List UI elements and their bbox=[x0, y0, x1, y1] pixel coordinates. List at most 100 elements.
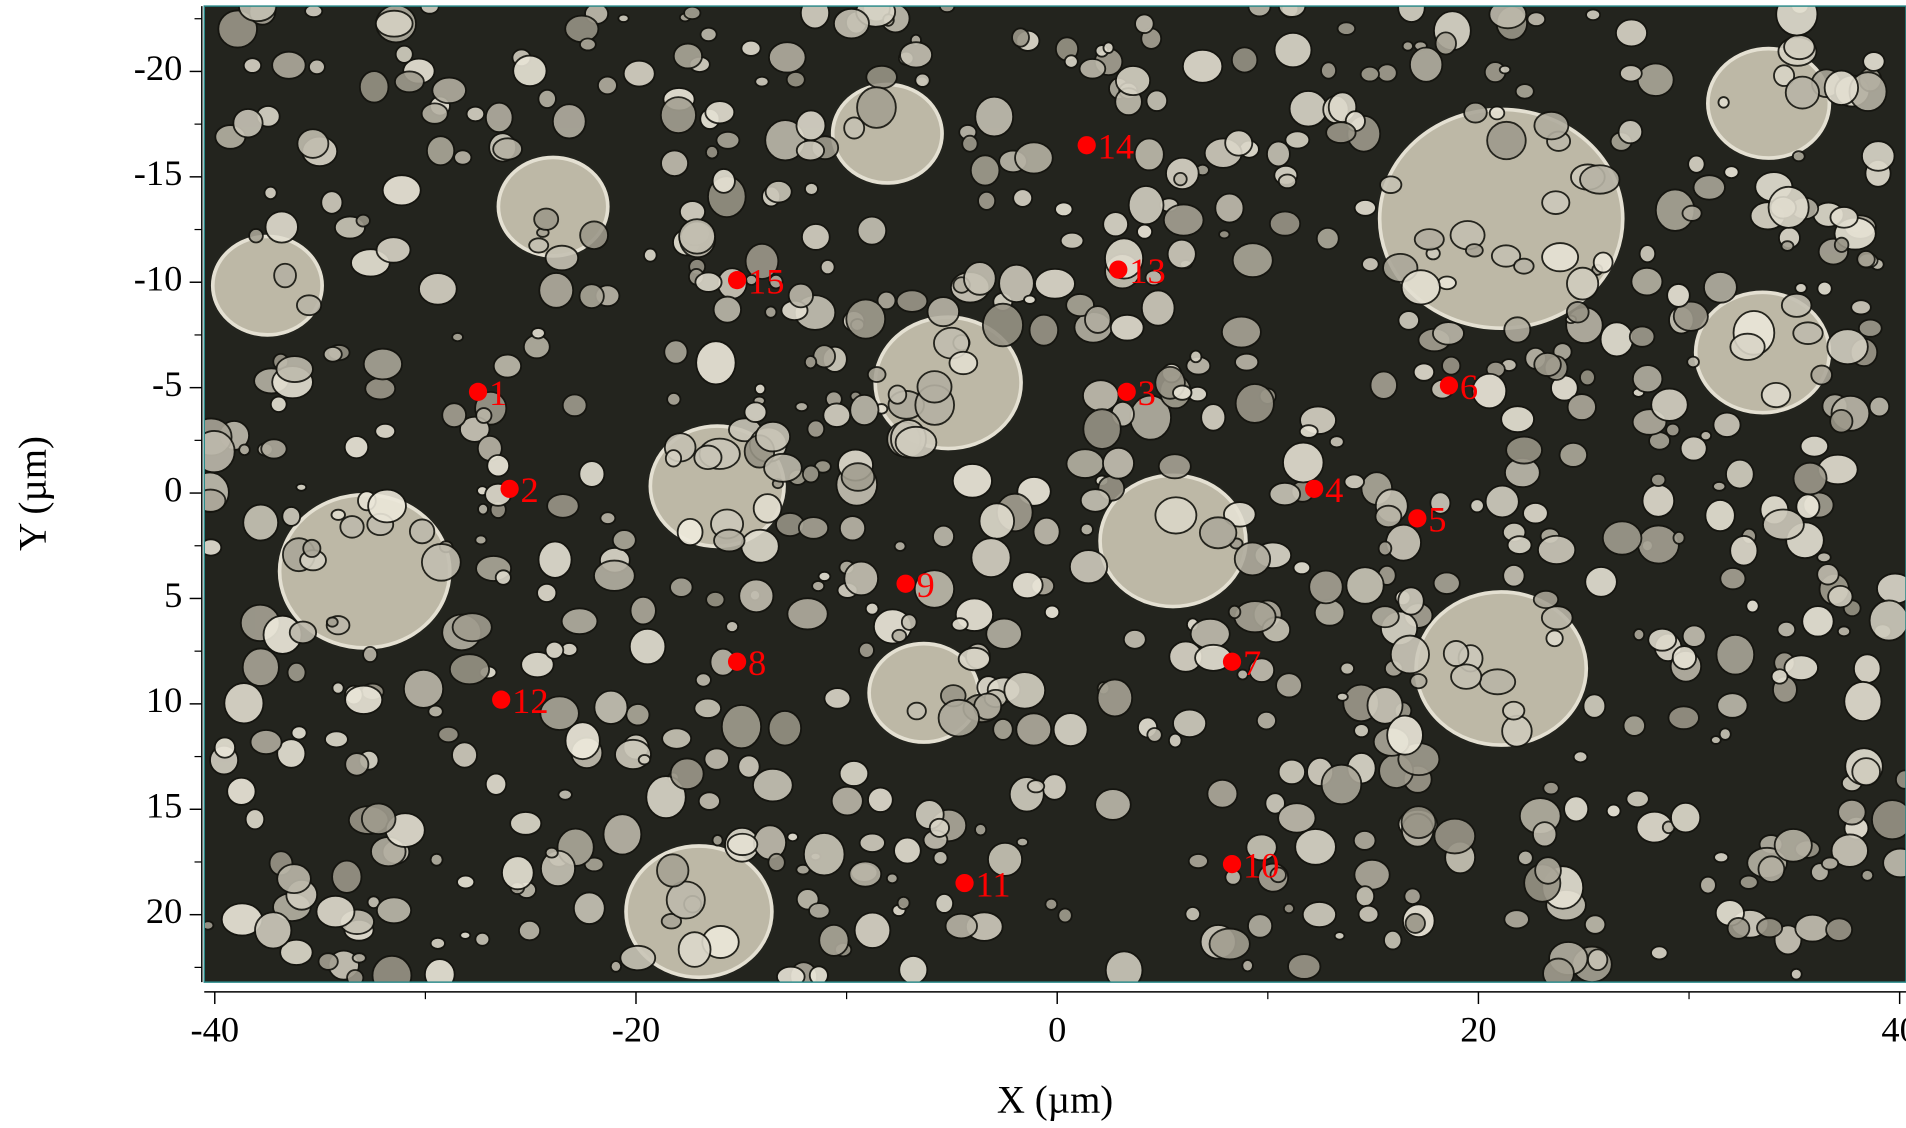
particle bbox=[339, 515, 365, 539]
particle bbox=[1102, 211, 1129, 238]
particle bbox=[302, 538, 322, 558]
particle bbox=[867, 786, 894, 813]
particle bbox=[232, 108, 264, 139]
particle bbox=[1068, 549, 1109, 585]
particle bbox=[597, 75, 618, 96]
particle bbox=[1136, 223, 1154, 240]
particle bbox=[420, 102, 449, 125]
particle bbox=[1776, 620, 1797, 639]
particle bbox=[932, 850, 949, 866]
particle bbox=[599, 511, 617, 525]
point-label: 15 bbox=[748, 261, 784, 301]
particle bbox=[1247, 913, 1274, 939]
particle bbox=[530, 327, 546, 340]
particle bbox=[484, 101, 514, 134]
particle bbox=[1366, 686, 1404, 725]
particle bbox=[1079, 522, 1094, 537]
particle bbox=[1044, 897, 1059, 911]
particle bbox=[1542, 957, 1575, 983]
particle bbox=[660, 913, 683, 930]
particle bbox=[1471, 372, 1508, 410]
particle bbox=[743, 401, 768, 423]
particle bbox=[1275, 672, 1303, 699]
particle bbox=[1181, 48, 1224, 84]
particle bbox=[1057, 907, 1073, 924]
particle bbox=[1665, 422, 1681, 438]
particle bbox=[843, 560, 880, 597]
particle bbox=[625, 703, 651, 727]
particle bbox=[1857, 318, 1883, 338]
particle bbox=[564, 721, 601, 761]
particle bbox=[704, 100, 736, 125]
particle bbox=[864, 601, 880, 616]
particle bbox=[1230, 46, 1259, 74]
particle bbox=[1109, 313, 1145, 342]
particle bbox=[894, 425, 938, 459]
point-label: 11 bbox=[975, 864, 1010, 904]
particle bbox=[1241, 959, 1254, 973]
particle bbox=[797, 516, 830, 540]
x-tick-label: 20 bbox=[1460, 1010, 1496, 1050]
particle bbox=[853, 911, 892, 949]
particle bbox=[509, 811, 543, 836]
particle bbox=[865, 64, 898, 90]
particle bbox=[1463, 101, 1488, 124]
particle bbox=[1028, 313, 1060, 347]
particle bbox=[1234, 383, 1275, 424]
particle bbox=[1247, 6, 1272, 18]
particle bbox=[1614, 18, 1648, 48]
particle bbox=[1650, 945, 1669, 961]
particle bbox=[431, 76, 467, 105]
particle bbox=[1868, 395, 1891, 418]
point bbox=[1408, 509, 1427, 528]
particle bbox=[806, 419, 826, 439]
particle bbox=[533, 207, 560, 231]
particle bbox=[1011, 27, 1030, 48]
particle bbox=[1233, 541, 1272, 577]
particle bbox=[934, 893, 955, 914]
particle bbox=[260, 438, 288, 460]
particle bbox=[537, 88, 557, 109]
particle bbox=[1792, 461, 1828, 496]
particle bbox=[1856, 250, 1876, 269]
point-label: 6 bbox=[1460, 367, 1478, 407]
particle bbox=[593, 689, 629, 725]
particle bbox=[740, 39, 762, 57]
particle bbox=[1268, 481, 1302, 507]
particle bbox=[768, 273, 784, 290]
particle bbox=[465, 105, 486, 123]
particle bbox=[893, 540, 907, 552]
particle bbox=[1542, 781, 1560, 796]
particle bbox=[1582, 693, 1607, 719]
particle bbox=[492, 137, 523, 161]
particle bbox=[1601, 520, 1643, 556]
particle bbox=[223, 682, 265, 725]
particle bbox=[1308, 569, 1344, 605]
particle bbox=[1343, 473, 1366, 490]
particle bbox=[1699, 875, 1717, 895]
particle bbox=[1409, 46, 1444, 83]
point bbox=[1077, 136, 1096, 155]
particle bbox=[1502, 564, 1526, 588]
particle bbox=[474, 534, 488, 546]
particle bbox=[1273, 31, 1313, 69]
particle bbox=[1823, 69, 1860, 106]
particle bbox=[375, 896, 413, 925]
particle bbox=[308, 58, 326, 76]
particle bbox=[715, 130, 741, 150]
particle bbox=[544, 640, 565, 660]
particle bbox=[1667, 705, 1700, 731]
y-tick-label: -5 bbox=[152, 364, 182, 404]
particle bbox=[204, 488, 227, 513]
particle bbox=[273, 262, 297, 289]
particle bbox=[474, 931, 491, 947]
particle bbox=[204, 430, 236, 474]
particle bbox=[1671, 645, 1698, 671]
particle bbox=[402, 668, 445, 709]
particle bbox=[992, 718, 1014, 741]
particle bbox=[1526, 11, 1547, 27]
particle bbox=[244, 808, 266, 831]
particle bbox=[914, 72, 931, 88]
particle bbox=[1172, 384, 1193, 401]
